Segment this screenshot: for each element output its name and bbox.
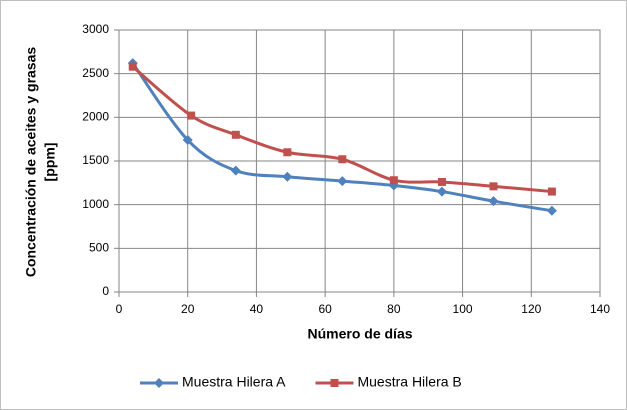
marker [128,62,137,71]
legend-label: Muestra Hilera A [182,374,286,390]
legend-label: Muestra Hilera B [357,374,461,390]
marker [488,196,499,207]
y-tick-label: 2500 [82,66,109,80]
marker [437,177,446,186]
x-tick-label: 80 [387,302,401,316]
marker [547,187,556,196]
marker [182,135,193,146]
x-axis-label: Número de días [307,326,412,342]
x-tick-label: 0 [116,302,123,316]
marker [230,165,241,176]
y-tick-label: 2000 [82,110,109,124]
marker [338,155,347,164]
x-tick-label: 60 [318,302,332,316]
y-tick-label: 500 [89,241,109,255]
x-tick-label: 140 [590,302,610,316]
marker [187,111,196,120]
marker [389,176,398,185]
x-tick-label: 20 [181,302,195,316]
marker [282,171,293,182]
marker [330,379,339,387]
y-tick-label: 1000 [82,197,109,211]
marker [231,130,240,139]
y-tick-label: 1500 [82,153,109,167]
y-tick-label: 0 [102,284,109,298]
y-axis-label: [ppm] [42,143,58,182]
y-axis-label: Concentración de aceites y grasas [23,47,39,278]
x-tick-label: 40 [250,302,264,316]
marker [546,205,557,216]
marker [337,176,348,187]
y-tick-label: 3000 [82,22,109,36]
marker [489,182,498,191]
marker [154,378,164,388]
x-tick-label: 120 [521,302,541,316]
marker [283,148,292,157]
x-tick-label: 100 [453,302,473,316]
marker [436,186,447,197]
